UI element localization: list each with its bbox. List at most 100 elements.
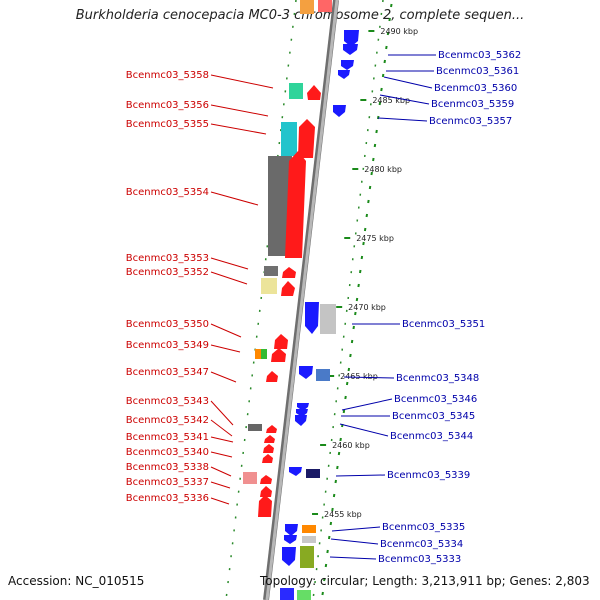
ruler-minor-tick — [375, 129, 378, 134]
gene-glyph — [248, 424, 262, 431]
left-strand-genes — [243, 0, 332, 517]
gene-glyph — [300, 0, 314, 14]
gene-glyph — [281, 122, 297, 156]
ruler-minor-tick — [376, 115, 380, 120]
gene-label-right[interactable]: Bcenmc03_5334 — [380, 539, 463, 550]
gene-label-right[interactable]: Bcenmc03_5360 — [434, 83, 517, 94]
ruler-label: 2490 kbp — [380, 27, 418, 36]
ruler-minor-tick — [336, 465, 339, 470]
leader-line — [377, 117, 428, 122]
gene-glyph — [320, 304, 336, 334]
gene-label-left[interactable]: Bcenmc03_5358 — [126, 70, 209, 81]
gene-glyph — [343, 44, 358, 55]
gene-label-left[interactable]: Bcenmc03_5343 — [126, 396, 209, 407]
gene-glyph — [281, 281, 295, 296]
ruler-minor-tick — [370, 171, 373, 176]
ruler-minor-tick — [386, 31, 390, 36]
leader-line — [210, 344, 241, 353]
ruler-minor-tick — [390, 3, 393, 8]
gene-glyph — [266, 371, 278, 382]
gene-glyph — [305, 302, 319, 334]
gene-glyph — [284, 535, 297, 544]
leader-line — [210, 257, 249, 270]
gene-glyph — [344, 30, 359, 47]
gene-label-right[interactable]: Bcenmc03_5361 — [436, 66, 519, 77]
leader-line — [210, 74, 274, 89]
gene-glyph — [289, 83, 303, 99]
leader-line — [329, 556, 377, 560]
ruler-minor-tick — [326, 549, 329, 554]
ruler-label: 2470 kbp — [348, 303, 386, 312]
gene-glyph — [299, 366, 313, 379]
ruler-minor-tick — [321, 591, 324, 596]
accession-text: Accession: NC_010515 — [8, 574, 145, 588]
gene-label-left[interactable]: Bcenmc03_5342 — [126, 415, 209, 426]
gene-label-right[interactable]: Bcenmc03_5359 — [431, 99, 514, 110]
gene-glyph — [258, 495, 272, 517]
gene-label-right[interactable]: Bcenmc03_5357 — [429, 116, 512, 127]
ruler-minor-tick — [349, 353, 352, 358]
gene-glyph — [255, 349, 261, 359]
ruler-minor-tick — [362, 241, 365, 246]
ruler-minor-tick — [337, 451, 341, 456]
ruler-label: 2485 kbp — [372, 96, 410, 105]
gene-glyph — [300, 546, 314, 568]
gene-label-left[interactable]: Bcenmc03_5337 — [126, 477, 209, 488]
leader-line — [210, 451, 233, 458]
ruler-label: 2460 kbp — [332, 441, 370, 450]
gene-label-right[interactable]: Bcenmc03_5362 — [438, 50, 521, 61]
gene-label-left[interactable]: Bcenmc03_5355 — [126, 119, 209, 130]
gene-glyph — [262, 454, 273, 463]
ruler-minor-tick — [355, 297, 359, 302]
ruler-minor-tick — [363, 227, 367, 232]
gene-glyph — [289, 467, 302, 476]
gene-label-left[interactable]: Bcenmc03_5336 — [126, 493, 209, 504]
gene-label-left[interactable]: Bcenmc03_5354 — [126, 187, 209, 198]
gene-label-left[interactable]: Bcenmc03_5352 — [126, 267, 209, 278]
ruler-minor-tick — [352, 325, 355, 330]
gene-glyph — [285, 151, 306, 258]
gene-label-left[interactable]: Bcenmc03_5341 — [126, 432, 209, 443]
ruler-minor-tick — [332, 493, 336, 498]
leader-line — [210, 191, 259, 206]
leader-line — [210, 323, 242, 338]
gene-glyph — [338, 70, 350, 79]
ruler-labels: 2490 kbp 2485 kbp 2480 kbp 2475 kbp 2470 kbp… — [324, 27, 418, 519]
leader-line — [210, 271, 248, 285]
gene-label-left[interactable]: Bcenmc03_5356 — [126, 100, 209, 111]
gene-label-left[interactable]: Bcenmc03_5350 — [126, 319, 209, 330]
gene-label-right[interactable]: Bcenmc03_5346 — [394, 394, 477, 405]
gene-label-left[interactable]: Bcenmc03_5353 — [126, 253, 209, 264]
gene-label-right[interactable]: Bcenmc03_5335 — [382, 522, 465, 533]
gene-label-left[interactable]: Bcenmc03_5338 — [126, 462, 209, 473]
leader-line — [341, 398, 393, 411]
gene-label-right[interactable]: Bcenmc03_5348 — [396, 373, 479, 384]
gene-label-left[interactable]: Bcenmc03_5347 — [126, 367, 209, 378]
ruler-minor-tick — [360, 255, 364, 260]
gene-glyph — [282, 547, 296, 566]
ruler-label: 2475 kbp — [356, 234, 394, 243]
ruler-label: 2480 kbp — [364, 165, 402, 174]
gene-glyph — [261, 278, 277, 294]
leader-line — [330, 538, 379, 545]
ruler-minor-tick — [323, 577, 326, 582]
gene-glyph — [260, 475, 272, 484]
gene-label-right[interactable]: Bcenmc03_5339 — [387, 470, 470, 481]
ruler-minor-tick — [324, 563, 328, 568]
gene-glyph — [264, 266, 278, 276]
gene-label-right[interactable]: Bcenmc03_5351 — [402, 319, 485, 330]
gene-label-right[interactable]: Bcenmc03_5345 — [392, 411, 475, 422]
gene-label-right[interactable]: Bcenmc03_5344 — [390, 431, 473, 442]
gene-glyph — [297, 590, 311, 600]
gene-label-left[interactable]: Bcenmc03_5340 — [126, 447, 209, 458]
ruler-minor-tick — [365, 213, 369, 218]
ruler-minor-tick — [368, 185, 372, 190]
ruler-minor-tick — [345, 381, 349, 386]
gene-label-right[interactable]: Bcenmc03_5333 — [378, 554, 461, 565]
leader-line — [379, 94, 430, 105]
ruler-label: 2455 kbp — [324, 510, 362, 519]
gene-label-left[interactable]: Bcenmc03_5349 — [126, 340, 209, 351]
map-title: Burkholderia cenocepacia MC0-3 chromosom… — [75, 8, 525, 23]
leader-line — [335, 474, 386, 477]
